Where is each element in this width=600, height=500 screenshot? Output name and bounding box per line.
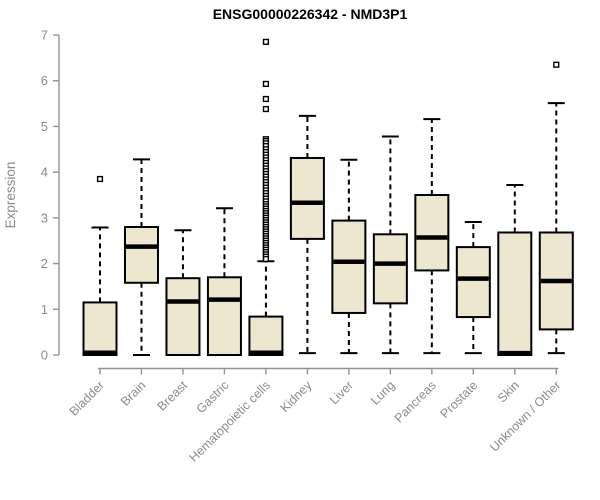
boxplot-breast	[165, 229, 201, 357]
iqr-box	[82, 301, 118, 356]
iqr-box	[165, 277, 201, 357]
boxplot-lung	[372, 135, 408, 355]
x-tick-label: Unknown / Other	[487, 378, 563, 454]
boxplot-kidney	[289, 114, 325, 355]
iqr-box	[248, 315, 284, 357]
y-tick-label: 5	[41, 119, 48, 134]
boxplot-unknown-other	[538, 61, 574, 355]
iqr-box	[497, 231, 533, 356]
outlier-point	[262, 95, 270, 103]
boxplot-gastric	[206, 207, 242, 356]
x-tick-label: Lung	[368, 378, 398, 408]
y-tick-label: 4	[41, 165, 48, 180]
x-tick-label: Prostate	[438, 378, 481, 421]
iqr-box	[372, 233, 408, 305]
y-tick-label: 1	[41, 302, 48, 317]
x-tick-label: Bladder	[67, 378, 107, 418]
iqr-box	[414, 194, 450, 272]
outlier-point	[262, 80, 270, 88]
boxplot-hematopoietic-cells	[248, 38, 284, 357]
x-tick-label: Breast	[155, 378, 191, 414]
x-tick-label: Hematopoietic cells	[186, 378, 273, 465]
x-tick-label: Gastric	[194, 378, 232, 416]
boxplot-bladder	[82, 175, 118, 356]
x-tick-label: Skin	[495, 378, 522, 405]
iqr-box	[455, 246, 491, 319]
outlier-point	[262, 38, 270, 45]
y-axis-title: Expression	[3, 162, 18, 229]
y-tick-label: 3	[41, 210, 48, 225]
outlier-point	[553, 61, 560, 68]
outlier-point	[96, 175, 104, 183]
boxplot-liver	[331, 158, 367, 355]
boxplot-skin	[497, 183, 533, 356]
iqr-box	[123, 226, 159, 284]
x-tick-label: Pancreas	[392, 378, 439, 425]
boxplot-prostate	[455, 220, 491, 355]
x-tick-label: Kidney	[278, 378, 315, 415]
chart-title: ENSG00000226342 - NMD3P1	[213, 6, 408, 22]
plot-layer	[82, 38, 574, 357]
iqr-box	[206, 276, 242, 356]
outlier-point	[262, 105, 270, 113]
x-tick-label: Brain	[118, 378, 149, 409]
y-tick-label: 7	[41, 28, 48, 43]
outlier-point	[262, 255, 270, 263]
boxplot-brain	[123, 158, 159, 356]
x-tick-label: Liver	[327, 378, 356, 407]
y-tick-label: 0	[41, 348, 48, 363]
iqr-box	[331, 219, 367, 314]
y-tick-label: 6	[41, 73, 48, 88]
y-tick-label: 2	[41, 256, 48, 271]
iqr-box	[289, 156, 325, 240]
boxplot-pancreas	[414, 118, 450, 355]
